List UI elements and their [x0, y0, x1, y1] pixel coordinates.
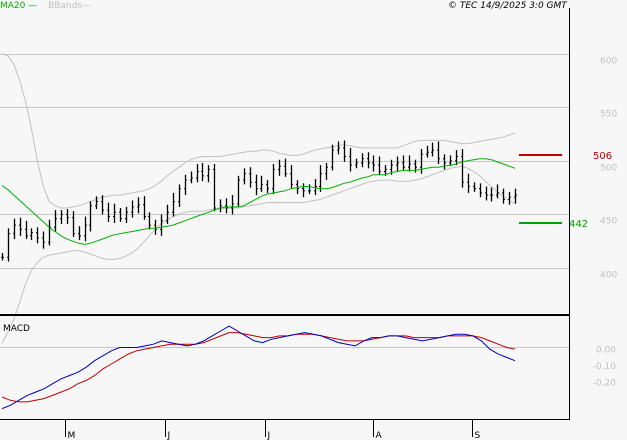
x-tick-label: A [376, 431, 383, 440]
bbands-upper-line [1, 53, 516, 209]
y-tick-label: 400 [600, 271, 617, 281]
macd-y-tick-label: -0.10 [593, 362, 617, 372]
macd-line [1, 325, 516, 410]
price-grid [0, 54, 569, 269]
macd-y-tick-label: 0.00 [596, 346, 616, 356]
legend-ma20: MA20 — [0, 1, 37, 11]
y-tick-label: 600 [600, 57, 617, 67]
price-y-axis-labels: 600 550 500 450 400 [600, 57, 617, 281]
legend-bbands-swatch: — [82, 1, 92, 11]
x-tick-label: J [167, 431, 171, 440]
macd-y-tick-label: -0.20 [593, 379, 617, 389]
chart-legend: MA20 — BBands— [0, 0, 91, 12]
macd-panel-title: MACD [3, 324, 30, 334]
y-tick-label: 450 [600, 217, 617, 227]
x-tick-label: M [68, 431, 76, 440]
legend-ma20-label: MA20 [0, 1, 26, 11]
y-tick-label: 550 [600, 110, 617, 120]
x-tick-label: J [267, 431, 271, 440]
copyright-timestamp: © TEC 14/9/2025 3:0 GMT [448, 1, 567, 11]
resistance-label: 506 [593, 151, 612, 162]
legend-ma20-swatch: — [28, 1, 38, 11]
x-tick-label: S [475, 431, 481, 440]
legend-bbands: BBands— [48, 1, 91, 11]
macd-y-axis-labels: 0.00 -0.10 -0.20 [593, 346, 617, 389]
y-tick-label: 500 [600, 164, 617, 174]
support-label: 442 [569, 219, 588, 230]
macd-signal-line [1, 332, 516, 403]
ma20-line [1, 158, 516, 245]
bbands-lower-line [1, 165, 516, 344]
legend-bbands-label: BBands [48, 1, 83, 11]
